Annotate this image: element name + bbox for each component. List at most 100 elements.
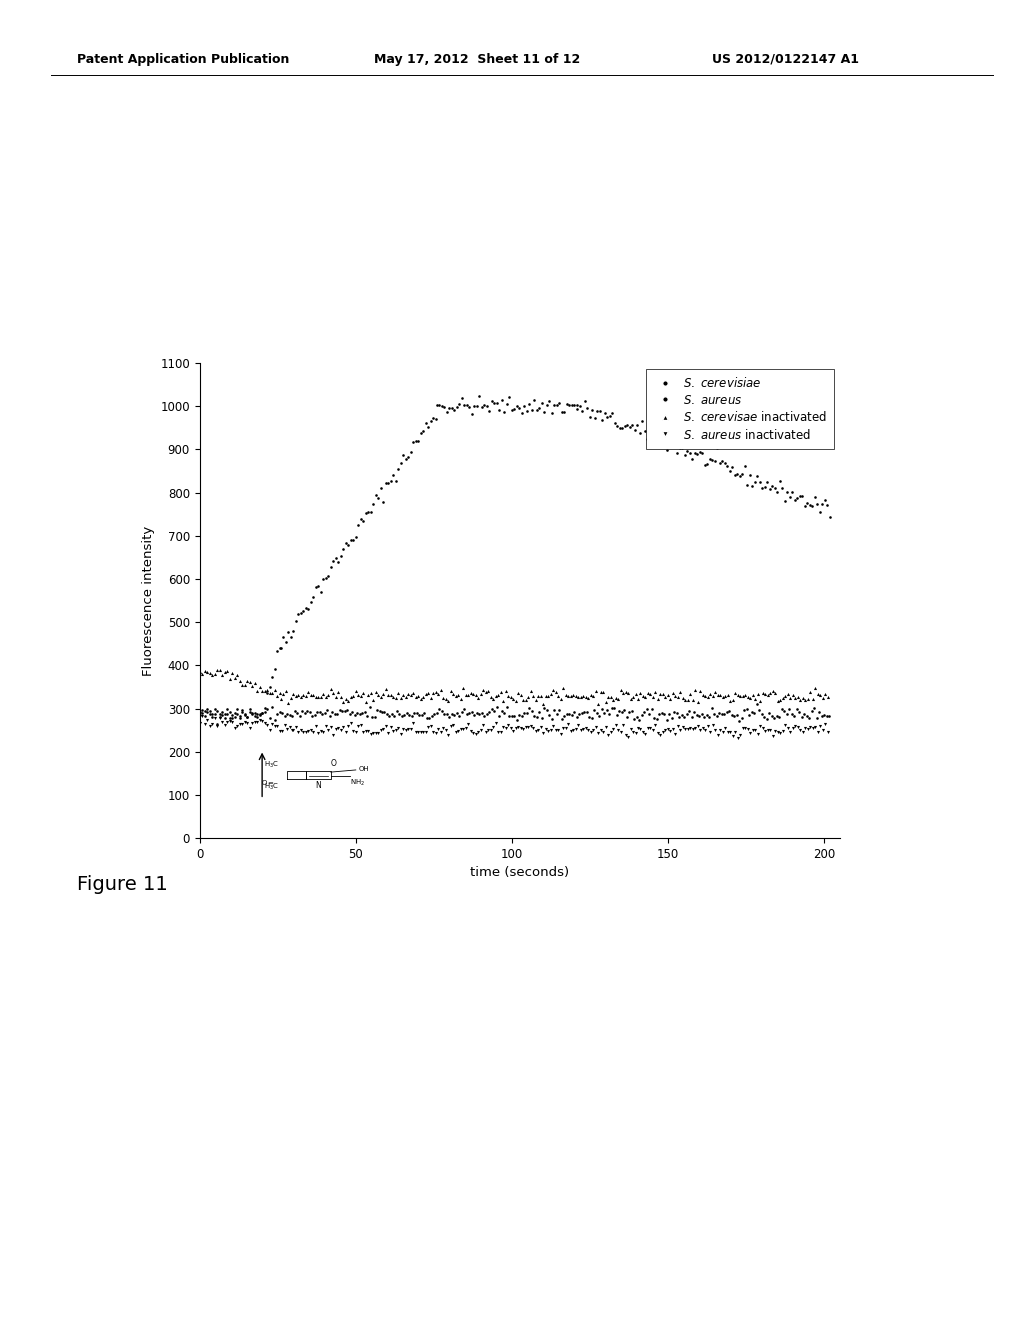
Point bbox=[762, 719, 778, 741]
Point bbox=[328, 686, 344, 708]
Point bbox=[670, 715, 686, 737]
Point bbox=[685, 718, 701, 739]
Point bbox=[219, 698, 236, 719]
Text: May 17, 2012  Sheet 11 of 12: May 17, 2012 Sheet 11 of 12 bbox=[374, 53, 580, 66]
Point bbox=[391, 704, 408, 725]
Point bbox=[611, 701, 628, 722]
Point bbox=[679, 441, 695, 462]
Point bbox=[229, 704, 246, 725]
Text: $\mathsf{O=}$: $\mathsf{O=}$ bbox=[261, 777, 274, 787]
Point bbox=[734, 717, 751, 738]
Point bbox=[697, 719, 714, 741]
Point bbox=[539, 395, 555, 416]
Point bbox=[457, 698, 473, 719]
Point bbox=[750, 723, 766, 744]
Point bbox=[431, 395, 447, 416]
Point bbox=[713, 685, 729, 706]
Point bbox=[685, 689, 701, 710]
Point bbox=[264, 667, 281, 688]
Point bbox=[597, 403, 613, 424]
Point bbox=[460, 685, 476, 706]
Point bbox=[712, 453, 728, 474]
Point bbox=[373, 719, 389, 741]
Point bbox=[481, 702, 498, 723]
Point bbox=[500, 714, 516, 735]
Point bbox=[520, 717, 537, 738]
Point bbox=[483, 391, 500, 412]
Point bbox=[372, 701, 388, 722]
Point bbox=[482, 686, 499, 708]
Point bbox=[705, 685, 721, 706]
Point bbox=[501, 387, 517, 408]
Point bbox=[543, 682, 559, 704]
Point bbox=[662, 436, 678, 457]
Point bbox=[394, 706, 411, 727]
Point bbox=[777, 714, 794, 735]
Point bbox=[616, 700, 633, 721]
Point bbox=[682, 684, 698, 705]
Point bbox=[281, 622, 297, 643]
Point bbox=[368, 681, 384, 702]
Point bbox=[563, 395, 580, 416]
Point bbox=[249, 706, 265, 727]
Point bbox=[429, 702, 445, 723]
Point bbox=[226, 706, 243, 727]
Point bbox=[443, 397, 460, 418]
Point bbox=[362, 682, 379, 704]
Point bbox=[301, 701, 317, 722]
Point bbox=[574, 401, 591, 422]
Point bbox=[692, 680, 709, 701]
Point bbox=[441, 706, 458, 727]
Point bbox=[510, 682, 526, 704]
Point bbox=[376, 701, 392, 722]
Point bbox=[807, 677, 823, 698]
Point bbox=[285, 719, 301, 741]
Point bbox=[710, 685, 726, 706]
Point bbox=[224, 705, 241, 726]
Point bbox=[292, 705, 308, 726]
Point bbox=[691, 442, 708, 463]
Point bbox=[447, 722, 464, 743]
Point bbox=[461, 702, 477, 723]
Point bbox=[625, 414, 641, 436]
Point bbox=[693, 704, 710, 725]
Point bbox=[361, 697, 378, 718]
Point bbox=[233, 701, 250, 722]
Point bbox=[197, 705, 213, 726]
Point bbox=[532, 715, 549, 737]
Point bbox=[750, 684, 766, 705]
Point bbox=[300, 721, 316, 742]
Point bbox=[568, 706, 585, 727]
Point bbox=[272, 638, 289, 659]
Point bbox=[611, 417, 628, 438]
Point bbox=[418, 684, 434, 705]
Point bbox=[605, 689, 622, 710]
Point bbox=[471, 385, 487, 407]
Point bbox=[559, 393, 575, 414]
Point bbox=[794, 486, 810, 507]
Point bbox=[417, 702, 433, 723]
Point bbox=[539, 700, 555, 721]
Point bbox=[537, 401, 553, 422]
Point bbox=[330, 550, 346, 572]
Point bbox=[269, 704, 286, 725]
Point bbox=[354, 704, 371, 725]
Point bbox=[654, 684, 671, 705]
Point bbox=[765, 726, 781, 747]
Point bbox=[307, 577, 324, 598]
Point bbox=[289, 702, 305, 723]
Point bbox=[717, 453, 733, 474]
Point bbox=[796, 704, 812, 725]
Point bbox=[511, 705, 527, 726]
Point bbox=[647, 714, 664, 735]
Point bbox=[400, 718, 417, 739]
Point bbox=[696, 454, 713, 475]
Point bbox=[739, 686, 756, 708]
Point bbox=[311, 701, 328, 722]
Point bbox=[523, 701, 540, 722]
Point bbox=[776, 491, 793, 512]
Point bbox=[606, 412, 623, 433]
Text: $\mathsf{NH_2}$: $\mathsf{NH_2}$ bbox=[349, 779, 365, 788]
Point bbox=[402, 441, 419, 462]
Point bbox=[214, 664, 230, 685]
